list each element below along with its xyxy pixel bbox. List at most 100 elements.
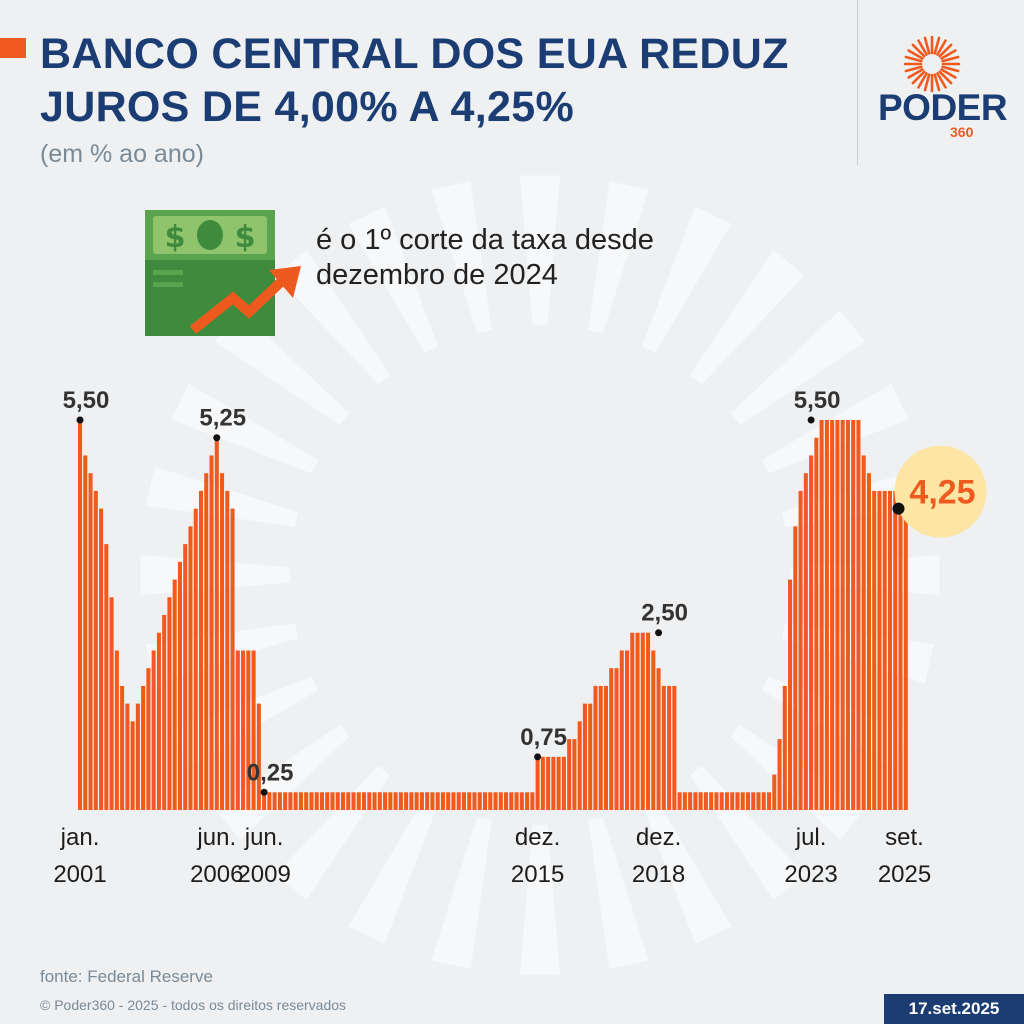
logo-ray [923, 73, 931, 92]
chart-bar [830, 420, 835, 810]
x-tick-label-year: 2025 [878, 861, 931, 888]
sunburst-ray [431, 181, 492, 334]
chart-bar [335, 792, 340, 810]
chart-bar [209, 455, 214, 810]
chart-bar [156, 632, 161, 810]
chart-bar [225, 490, 230, 810]
x-tick-label-year: 2018 [632, 861, 685, 888]
chart-bar [582, 703, 587, 810]
chart-bar [540, 756, 545, 810]
chart-bar [556, 756, 561, 810]
chart-bar [872, 490, 877, 810]
chart-bar [288, 792, 293, 810]
chart-bar [362, 792, 367, 810]
chart-bar [314, 792, 319, 810]
chart-bar [593, 685, 598, 810]
chart-bar [414, 792, 419, 810]
chart-bar [814, 437, 819, 810]
logo-ray [917, 72, 928, 89]
sunburst-ray [641, 206, 732, 354]
chart-bar [840, 420, 845, 810]
chart-bar [472, 792, 477, 810]
chart-bar [714, 792, 719, 810]
chart-bar [383, 792, 388, 810]
sunburst-ray [520, 175, 560, 326]
x-tick-label-month: dez. [515, 824, 560, 851]
sunburst-ray [730, 310, 865, 426]
x-tick-label-month: jul. [795, 824, 827, 851]
chart-bar [151, 650, 156, 810]
chart-bar [530, 792, 535, 810]
chart-bar [104, 544, 109, 810]
chart-bar [835, 420, 840, 810]
chart-bar [861, 455, 866, 810]
chart-bar [856, 420, 861, 810]
x-tick-label-month: dez. [636, 824, 681, 851]
chart-bar [772, 774, 777, 810]
chart-bar [709, 792, 714, 810]
page-title: BANCO CENTRAL DOS EUA REDUZ JUROS DE 4,0… [40, 28, 789, 134]
chart-bar [882, 490, 887, 810]
chart-bar [99, 508, 104, 810]
data-label: 5,50 [794, 387, 841, 414]
chart-bar [440, 792, 445, 810]
chart-bar [735, 792, 740, 810]
logo-ray [933, 36, 941, 55]
logo-ray [904, 65, 923, 73]
chart-bar [893, 490, 898, 810]
interest-rate-bar-chart: 5,50jan.20015,25jun.20060,25jun.20090,75… [53, 387, 987, 888]
chart-bar [782, 685, 787, 810]
data-point [76, 416, 84, 424]
chart-bar [677, 792, 682, 810]
x-tick-label-year: 2006 [190, 861, 243, 888]
chart-bar [777, 739, 782, 810]
chart-bar [819, 420, 824, 810]
chart-bar [146, 668, 151, 810]
chart-bar [246, 650, 251, 810]
chart-bar [745, 792, 751, 810]
chart-bar [172, 579, 177, 810]
sunburst-ray [431, 816, 492, 969]
logo-wordmark: PODER [878, 87, 1008, 128]
chart-bar [514, 792, 519, 810]
chart-bar [388, 792, 393, 810]
chart-bar [430, 792, 435, 810]
logo-ray [941, 65, 960, 73]
accent-bar [0, 38, 26, 58]
chart-bar [672, 685, 677, 810]
logo-ray [911, 43, 926, 58]
logo-ray [907, 68, 924, 79]
chart-bar [719, 792, 724, 810]
chart-bar [609, 668, 614, 810]
chart-bar [235, 650, 240, 810]
chart-bar [183, 544, 188, 810]
chart-bar [409, 792, 414, 810]
data-label-current: 4,25 [909, 474, 975, 512]
data-label: 5,50 [63, 387, 110, 414]
chart-bar [393, 792, 398, 810]
logo-ray [917, 39, 928, 56]
chart-bar [535, 756, 540, 810]
chart-bar [398, 792, 403, 810]
chart-bar [898, 490, 903, 810]
logo-ray [941, 55, 960, 63]
chart-bar [425, 792, 430, 810]
callout-line-1: é o 1º corte da taxa desde [316, 224, 654, 256]
logo-ray [936, 39, 947, 56]
chart-bar [809, 455, 814, 810]
chart-bar [204, 473, 209, 810]
chart-bar [640, 632, 645, 810]
chart-bar [109, 597, 114, 810]
logo-ray [904, 55, 923, 63]
logo-divider [857, 0, 858, 165]
chart-bar [120, 685, 125, 810]
chart-bar [630, 632, 635, 810]
chart-bar [567, 739, 572, 810]
chart-bar [624, 650, 630, 810]
chart-bar [283, 792, 288, 810]
sunburst-ray [730, 724, 865, 840]
chart-bar [309, 792, 314, 810]
chart-bar [851, 420, 856, 810]
logo-ray [907, 49, 924, 60]
callout-text: é o 1º corte da taxa desde dezembro de 2… [316, 223, 654, 293]
